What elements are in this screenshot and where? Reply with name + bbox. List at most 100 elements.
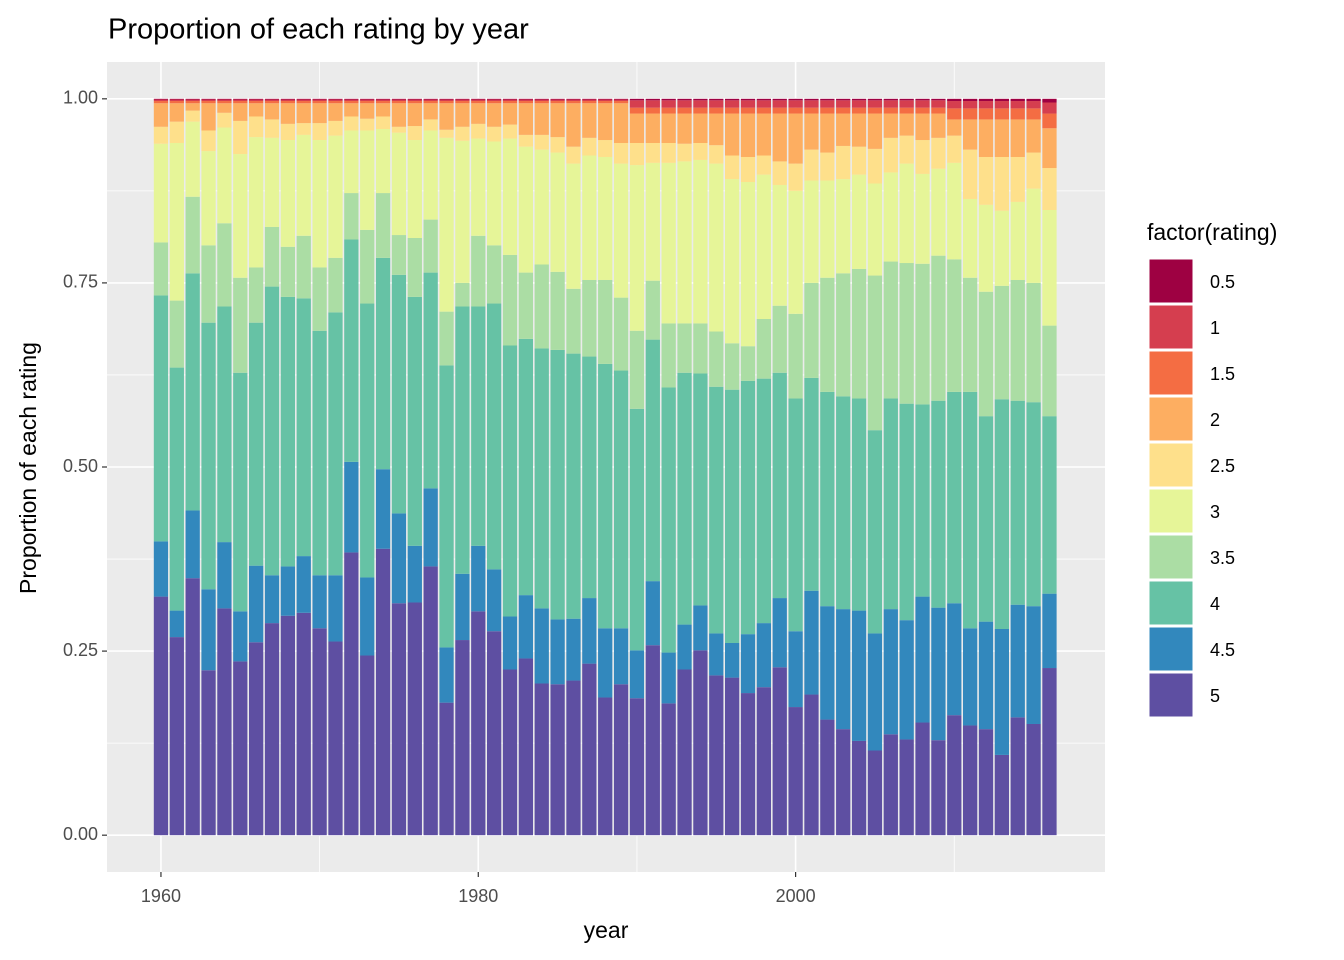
bar-segment xyxy=(487,303,502,570)
bar-segment xyxy=(360,101,375,104)
bar-segment xyxy=(693,98,708,101)
bar-segment xyxy=(582,598,597,664)
bar-segment xyxy=(375,101,391,104)
bar-segment xyxy=(740,156,756,183)
bar-segment xyxy=(249,101,264,104)
bar-segment xyxy=(582,155,597,280)
legend-swatch xyxy=(1148,396,1194,442)
bar-segment xyxy=(455,282,470,307)
bar-segment xyxy=(598,140,613,157)
bar-segment xyxy=(455,103,470,127)
bar-segment xyxy=(962,277,978,392)
bar-segment xyxy=(534,264,549,349)
bar-segment xyxy=(328,101,343,104)
bar-segment xyxy=(994,101,1010,109)
bar-segment xyxy=(978,101,994,109)
bar-segment xyxy=(1026,402,1041,607)
bar-segment xyxy=(836,113,851,146)
bar-segment xyxy=(931,255,946,401)
legend-swatch xyxy=(1148,350,1194,396)
bar-segment xyxy=(296,134,311,236)
bar-segment xyxy=(883,398,898,610)
bar-segment xyxy=(851,398,867,611)
bar-segment xyxy=(629,143,645,166)
bar-segment xyxy=(1010,717,1025,836)
bar-segment xyxy=(740,100,756,108)
bar-segment xyxy=(502,124,518,139)
bar-segment xyxy=(804,282,819,378)
bar-segment xyxy=(836,145,851,180)
bar-segment xyxy=(407,101,422,104)
bar-segment xyxy=(391,103,407,127)
bar-segment xyxy=(153,295,169,542)
bar-segment xyxy=(487,101,502,104)
bar-segment xyxy=(328,641,343,836)
bar-segment xyxy=(693,605,708,651)
bar-segment xyxy=(613,103,629,143)
bar-segment xyxy=(613,684,629,836)
bar-segment xyxy=(1026,101,1041,109)
bar-segment xyxy=(582,101,597,104)
bar-segment xyxy=(788,707,803,836)
bar-segment xyxy=(867,183,883,276)
bar-segment xyxy=(677,372,692,625)
bar-segment xyxy=(899,135,914,164)
bar-segment xyxy=(709,145,724,164)
bar-segment xyxy=(724,677,740,836)
bar-segment xyxy=(867,98,883,101)
bar-segment xyxy=(931,400,946,608)
bar-segment xyxy=(360,229,375,304)
bar-segment xyxy=(201,151,216,246)
bar-segment xyxy=(915,173,930,264)
bar-segment xyxy=(423,219,438,273)
bar-segment xyxy=(233,154,248,278)
bar-segment xyxy=(375,257,391,470)
bar-segment xyxy=(217,608,232,836)
bar-segment xyxy=(264,101,280,104)
bar-segment xyxy=(756,113,772,156)
bar-segment xyxy=(455,573,470,641)
bar-segment xyxy=(217,542,232,609)
bar-segment xyxy=(915,404,930,597)
bar-segment xyxy=(1042,98,1057,103)
bar-segment xyxy=(772,100,787,108)
bar-segment xyxy=(582,356,597,599)
bar-segment xyxy=(518,146,534,273)
bar-segment xyxy=(978,156,994,205)
bar-segment xyxy=(233,103,248,121)
bar-segment xyxy=(280,99,296,102)
bar-segment xyxy=(423,101,438,104)
bar-segment xyxy=(360,98,375,100)
bar-segment xyxy=(217,306,232,543)
bar-segment xyxy=(344,103,359,117)
bar-segment xyxy=(1026,188,1041,283)
bar-segment xyxy=(471,306,486,546)
bar-segment xyxy=(217,101,232,104)
bar-segment xyxy=(550,101,565,104)
bar-segment xyxy=(645,113,660,143)
bar-segment xyxy=(344,98,359,100)
bar-segment xyxy=(1010,108,1025,120)
bar-segment xyxy=(677,624,692,670)
bar-segment xyxy=(185,99,200,102)
bar-segment xyxy=(566,163,581,289)
bar-segment xyxy=(613,101,629,104)
bar-segment xyxy=(153,541,169,597)
bar-segment xyxy=(312,101,327,104)
bar-segment xyxy=(518,338,534,596)
bar-segment xyxy=(153,242,169,296)
bar-segment xyxy=(740,182,756,347)
bar-segment xyxy=(756,107,772,114)
legend-title: factor(rating) xyxy=(1147,219,1277,245)
bar-segment xyxy=(1010,279,1025,401)
legend-swatch xyxy=(1148,304,1194,350)
bar-segment xyxy=(598,103,613,141)
bar-segment xyxy=(804,694,819,836)
bar-segment xyxy=(867,107,883,114)
bar-segment xyxy=(264,623,280,836)
bar-segment xyxy=(820,152,835,181)
bar-segment xyxy=(756,687,772,836)
bar-segment xyxy=(788,163,803,191)
bar-segment xyxy=(1010,400,1025,605)
